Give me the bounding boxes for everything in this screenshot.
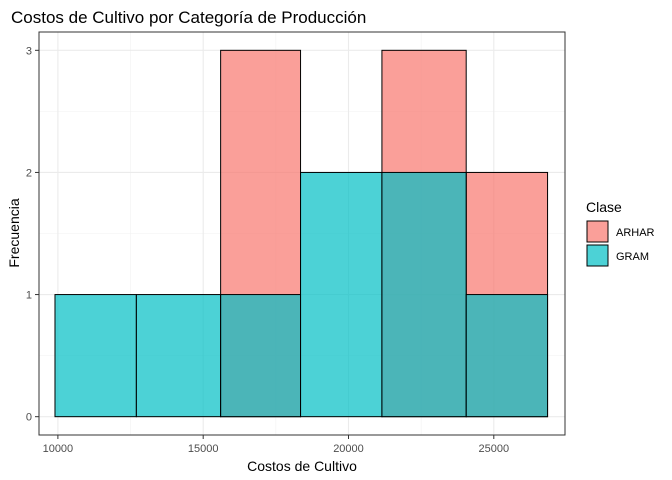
bar-gram bbox=[381, 171, 467, 418]
bar-gram bbox=[54, 294, 137, 418]
legend-item-arhar: ARHAR bbox=[586, 220, 655, 243]
y-tick-label: 1 bbox=[26, 290, 32, 302]
bar-gram bbox=[220, 294, 302, 418]
x-axis-label: Costos de Cultivo bbox=[247, 458, 357, 474]
chart-title: Costos de Cultivo por Categoría de Produ… bbox=[11, 8, 366, 27]
bar-gram bbox=[300, 171, 383, 418]
legend-label-gram: GRAM bbox=[616, 251, 649, 263]
x-tick-label: 25000 bbox=[479, 443, 510, 455]
x-axis-ticks: 10000 15000 20000 25000 bbox=[43, 435, 510, 455]
legend-title: Clase bbox=[586, 199, 622, 215]
legend-key-gram bbox=[586, 244, 609, 267]
y-axis-label: Frecuencia bbox=[6, 198, 22, 267]
y-axis-ticks: 0 1 2 3 bbox=[26, 45, 39, 424]
bar-gram bbox=[135, 294, 222, 418]
legend-key-arhar bbox=[586, 220, 609, 243]
y-tick-label: 3 bbox=[26, 45, 32, 57]
bars-layer bbox=[54, 49, 549, 418]
legend-label-arhar: ARHAR bbox=[616, 227, 655, 239]
x-tick-label: 20000 bbox=[333, 443, 364, 455]
legend-item-gram: GRAM bbox=[586, 244, 649, 267]
plot-border bbox=[38, 31, 566, 436]
bar-gram bbox=[465, 294, 549, 418]
x-tick-label: 10000 bbox=[43, 443, 74, 455]
y-tick-label: 2 bbox=[26, 167, 32, 179]
x-tick-label: 15000 bbox=[188, 443, 219, 455]
legend: Clase ARHAR GRAM bbox=[586, 199, 655, 267]
y-tick-label: 0 bbox=[26, 412, 32, 424]
